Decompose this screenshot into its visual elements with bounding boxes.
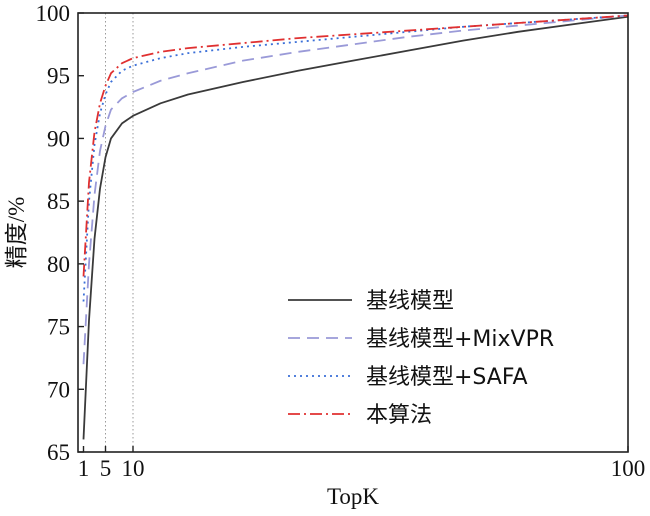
x-tick-label-1: 1 xyxy=(78,456,90,481)
y-tick-label-75: 75 xyxy=(47,315,70,340)
y-tick-label-85: 85 xyxy=(47,189,70,214)
plot-frame xyxy=(77,12,629,453)
series-line-4 xyxy=(82,14,629,277)
x-axis-label: TopK xyxy=(327,484,379,509)
legend-label-3: 基线模型+SAFA xyxy=(366,365,528,390)
y-tick-label-70: 70 xyxy=(47,377,70,402)
legend-label-1: 基线模型 xyxy=(366,289,454,314)
y-tick-label-100: 100 xyxy=(36,1,71,26)
x-tick-label-5: 5 xyxy=(100,456,112,481)
y-axis-label: 精度/% xyxy=(4,197,29,269)
legend-label-2: 基线模型+MixVPR xyxy=(366,327,554,352)
y-tick-label-95: 95 xyxy=(47,64,70,89)
y-tick-label-80: 80 xyxy=(47,252,70,277)
y-tick-label-90: 90 xyxy=(47,126,70,151)
y-tick-label-65: 65 xyxy=(47,440,70,465)
legend-label-4: 本算法 xyxy=(366,403,432,428)
x-tick-label-100: 100 xyxy=(611,456,646,481)
x-tick-label-10: 10 xyxy=(122,456,145,481)
series-line-2 xyxy=(82,14,629,365)
series-line-1 xyxy=(82,15,629,440)
